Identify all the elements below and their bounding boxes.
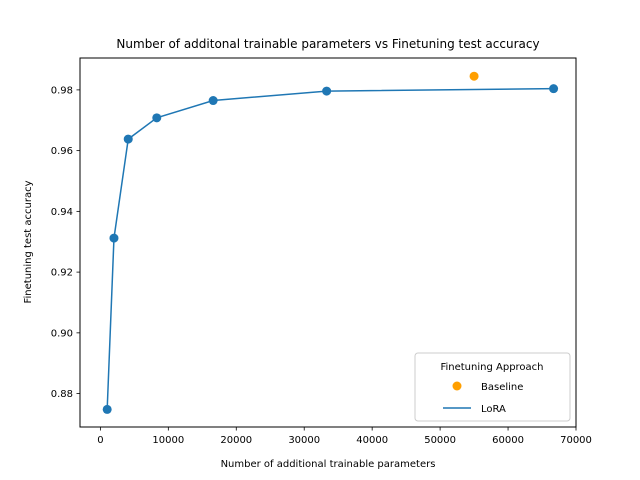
- legend-lora-label: LoRA: [481, 404, 506, 415]
- legend-box: [414, 352, 571, 422]
- baseline-point: [469, 71, 479, 81]
- lora-point: [549, 84, 559, 94]
- x-tick-label: 60000: [492, 435, 524, 446]
- y-tick-label: 0.92: [51, 268, 73, 279]
- x-tick-label: 70000: [560, 435, 592, 446]
- legend: Finetuning Approach Baseline LoRA: [414, 352, 571, 422]
- y-tick-label: 0.88: [51, 389, 73, 400]
- x-axis-label: Number of additional trainable parameter…: [221, 459, 436, 470]
- plot-area: [102, 71, 559, 414]
- legend-title: Finetuning Approach: [440, 362, 543, 373]
- y-tick-label: 0.98: [51, 85, 73, 96]
- x-tick-label: 30000: [288, 435, 320, 446]
- lora-point: [208, 96, 218, 106]
- y-axis: 0.88 0.90 0.92 0.94 0.96 0.98: [51, 85, 80, 400]
- lora-point: [322, 86, 332, 96]
- chart-title: Number of additonal trainable parameters…: [116, 37, 539, 51]
- x-tick-label: 0: [97, 435, 103, 446]
- legend-baseline-label: Baseline: [481, 382, 523, 393]
- x-tick-label: 40000: [356, 435, 388, 446]
- y-axis-label: Finetuning test accuracy: [23, 180, 34, 303]
- plot-frame: [79, 57, 577, 428]
- x-tick-label: 50000: [424, 435, 456, 446]
- y-tick-label: 0.94: [51, 207, 73, 218]
- lora-point: [102, 404, 112, 414]
- y-tick-label: 0.96: [51, 146, 73, 157]
- y-tick-label: 0.90: [51, 328, 73, 339]
- lora-point: [152, 113, 162, 123]
- x-axis: 0 10000 20000 30000 40000 50000 60000 70000: [97, 427, 592, 446]
- legend-baseline-marker: [452, 381, 462, 391]
- x-tick-label: 10000: [152, 435, 184, 446]
- lora-point: [109, 233, 119, 243]
- x-tick-label: 20000: [220, 435, 252, 446]
- lora-point: [123, 134, 133, 144]
